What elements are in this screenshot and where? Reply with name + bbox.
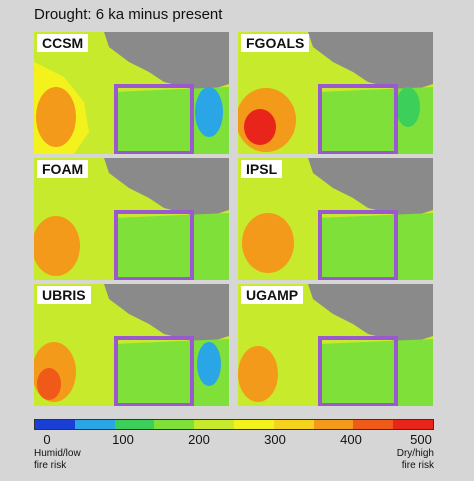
- colorbar-note-left: Humid/low fire risk: [34, 448, 81, 471]
- colorbar-note-right: Dry/high fire risk: [396, 448, 434, 471]
- map-ubris: [34, 284, 229, 406]
- map-panel-ccsm: CCSM: [34, 32, 229, 154]
- colorbar-segment: [74, 420, 115, 429]
- map-ugamp: [238, 284, 433, 406]
- map-panel-ipsl: IPSL: [238, 158, 433, 280]
- map-ipsl: [238, 158, 433, 280]
- colorbar-segment: [114, 420, 155, 429]
- colorbar-segment: [393, 420, 433, 429]
- colorbar-segment: [313, 420, 354, 429]
- map-panel-foam: FOAM: [34, 158, 229, 280]
- colorbar-tick-100: 100: [112, 432, 134, 447]
- colorbar-tick-200: 200: [188, 432, 210, 447]
- panel-label-ccsm: CCSM: [37, 34, 89, 52]
- panel-label-foam: FOAM: [37, 160, 89, 178]
- map-panel-ugamp: UGAMP: [238, 284, 433, 406]
- colorbar-tick-300: 300: [264, 432, 286, 447]
- colorbar-segment: [35, 420, 75, 429]
- map-panel-fgoals: FGOALS: [238, 32, 433, 154]
- panel-label-ipsl: IPSL: [241, 160, 283, 178]
- map-panel-ubris: UBRIS: [34, 284, 229, 406]
- colorbar-tick-0: 0: [43, 432, 51, 447]
- colorbar-segment: [353, 420, 394, 429]
- colorbar-segment: [233, 420, 274, 429]
- colorbar-segment: [154, 420, 195, 429]
- map-ccsm: [34, 32, 229, 154]
- colorbar-tick-400: 400: [340, 432, 362, 447]
- map-fgoals: [238, 32, 433, 154]
- panel-label-ugamp: UGAMP: [241, 286, 304, 304]
- colorbar-segment: [273, 420, 314, 429]
- panel-label-fgoals: FGOALS: [241, 34, 310, 52]
- colorbar-tick-500: 500: [410, 432, 432, 447]
- colorbar: [34, 419, 434, 430]
- figure-title: Drought: 6 ka minus present: [34, 6, 223, 23]
- map-foam: [34, 158, 229, 280]
- panel-label-ubris: UBRIS: [37, 286, 91, 304]
- colorbar-segment: [194, 420, 234, 429]
